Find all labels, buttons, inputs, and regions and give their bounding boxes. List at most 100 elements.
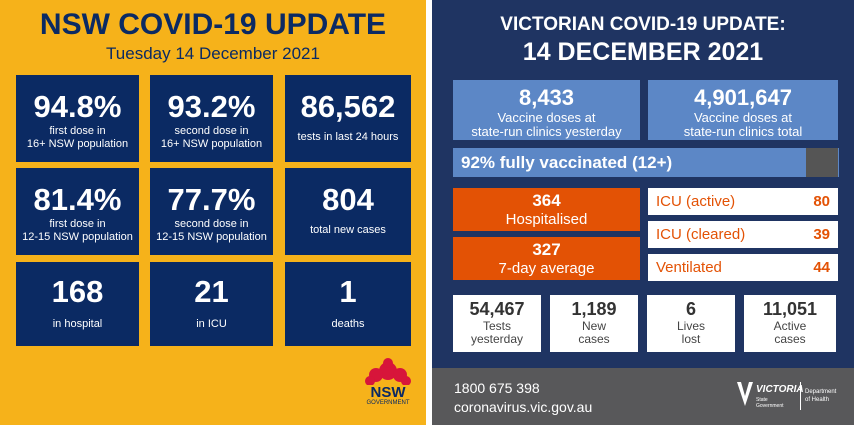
vic-logo-dept: Department of Health [805,388,836,404]
vaccine-label-line: state-run clinics yesterday [471,124,622,139]
stat-label: second dose in 16+ NSW population [150,125,273,151]
stat-label: second dose in 12-15 NSW population [150,218,273,244]
vic-logo-sub: State Government [756,397,784,409]
vic-stat-value: 11,051 [762,299,818,319]
stat-tile: 168 in hospital [16,262,139,346]
nsw-date: Tuesday 14 December 2021 [106,44,320,63]
vic-stat-label-line: Active [773,319,807,333]
stat-value: 86,562 [300,89,396,124]
vic-panel: VICTORIAN COVID-19 UPDATE: 14 DECEMBER 2… [432,0,854,425]
vaccine-label: Vaccine doses at state-run clinics total [648,111,838,139]
stat-tile: 1 deaths [285,262,411,346]
stat-label-line: total new cases [310,224,386,236]
vic-stat-value: 1,189 [571,299,617,319]
stat-label-line: first dose in [49,218,106,230]
vic-stat-label-line: Tests [482,319,511,333]
stat-label-line: first dose in [49,125,106,137]
footer [432,368,854,425]
vic-stat-box: 1,189 New cases [550,295,638,352]
vic-stat-label: Active cases [744,320,836,346]
vaccinated-text: 92% fully vaccinated (12+) [461,153,673,172]
vaccinated-remainder [806,148,838,177]
nsw-logo-sub: GOVERNMENT [366,400,410,406]
icu-row: ICU (cleared) 39 [648,221,838,248]
vic-logo-sub-line: Government [756,403,784,409]
hospital-label: Hospitalised [505,211,588,228]
vaccine-label: Vaccine doses at state-run clinics yester… [453,111,640,139]
vaccine-value: 8,433 [518,85,575,110]
vic-stat-label: New cases [550,320,638,346]
vic-stat-label-line: Lives [676,319,705,333]
stat-value: 93.2% [167,89,256,124]
stat-label: in hospital [16,318,139,331]
stat-label-line: 16+ NSW population [160,138,263,150]
vic-title: VICTORIAN COVID-19 UPDATE: [500,14,786,35]
vic-stat-box: 54,467 Tests yesterday [453,295,541,352]
stat-value: 94.8% [33,89,122,124]
stat-label-line: 16+ NSW population [26,138,129,150]
vic-logo-name: VICTORIA [756,384,804,395]
stat-tile: 93.2% second dose in 16+ NSW population [150,75,273,162]
stat-tile: 81.4% first dose in 12-15 NSW population [16,168,139,255]
stat-label-line: second dose in [174,218,249,230]
vaccine-label-line: Vaccine doses at [497,110,596,125]
vic-stat-value: 6 [685,299,696,319]
hospital-box: 364 Hospitalised [453,188,640,231]
stat-label: first dose in 12-15 NSW population [16,218,139,244]
vic-stat-label-line: cases [578,332,610,346]
vic-stat-label-line: New [581,319,606,333]
nsw-title: NSW COVID-19 UPDATE [39,8,387,41]
icu-label: Ventilated [656,259,722,276]
vic-stat-value: 54,467 [469,299,525,319]
stat-label-line: tests in last 24 hours [297,131,399,143]
stat-label: in ICU [150,318,273,331]
stat-label: total new cases [285,224,411,237]
nsw-waratah [365,358,411,385]
stat-label-line: in ICU [196,318,227,330]
stat-label-line: 12-15 NSW population [156,231,267,243]
stat-tile: 77.7% second dose in 12-15 NSW population [150,168,273,255]
hospital-box: 327 7-day average [453,237,640,280]
vaccine-value: 4,901,647 [694,85,792,110]
vic-stat-label-line: yesterday [470,332,524,346]
icu-value: 80 [813,193,830,210]
vic-date: 14 DECEMBER 2021 [522,38,764,66]
stat-label: tests in last 24 hours [285,131,411,144]
vic-stat-label: Lives lost [647,320,735,346]
stat-label-line: second dose in [174,125,249,137]
vic-logo-dept-line: of Health [805,397,830,403]
vaccine-label-line: Vaccine doses at [693,110,793,125]
vic-stat-box: 11,051 Active cases [744,295,836,352]
icu-label: ICU (active) [656,193,736,210]
stat-label-line: deaths [331,318,365,330]
stat-value: 81.4% [33,182,122,217]
vic-stat-label-line: lost [681,332,701,346]
stat-tile: 21 in ICU [150,262,273,346]
vaccine-box: 8,433 Vaccine doses at state-run clinics y… [453,80,640,140]
stat-tile: 86,562 tests in last 24 hours [285,75,411,162]
vaccine-box: 4,901,647 Vaccine doses at state-run clini… [648,80,838,140]
icu-row: Ventilated 44 [648,254,838,281]
hospital-value: 327 [532,240,561,259]
stat-tile: 804 total new cases [285,168,411,255]
logo-divider [800,382,801,410]
icu-value: 39 [813,226,830,243]
stat-label: deaths [285,318,411,331]
icu-label: ICU (cleared) [656,226,746,243]
vaccinated-bar: 92% fully vaccinated (12+) [453,148,839,177]
vic-stat-label-line: cases [774,332,806,346]
stat-tile: 94.8% first dose in 16+ NSW population [16,75,139,162]
stat-label-line: 12-15 NSW population [22,231,133,243]
nsw-logo-name: NSW [370,384,406,401]
vic-stat-box: 6 Lives lost [647,295,735,352]
hospital-value: 364 [532,191,561,210]
footer-phone: 1800 675 398 [454,380,540,396]
stat-label: first dose in 16+ NSW population [16,125,139,151]
footer-url: coronavirus.vic.gov.au [454,399,593,415]
vic-stat-label: Tests yesterday [453,320,541,346]
vaccine-label-line: state-run clinics total [683,124,803,139]
hospital-label: 7-day average [498,260,595,277]
icu-value: 44 [813,259,830,276]
vic-logo-mark [737,382,753,406]
